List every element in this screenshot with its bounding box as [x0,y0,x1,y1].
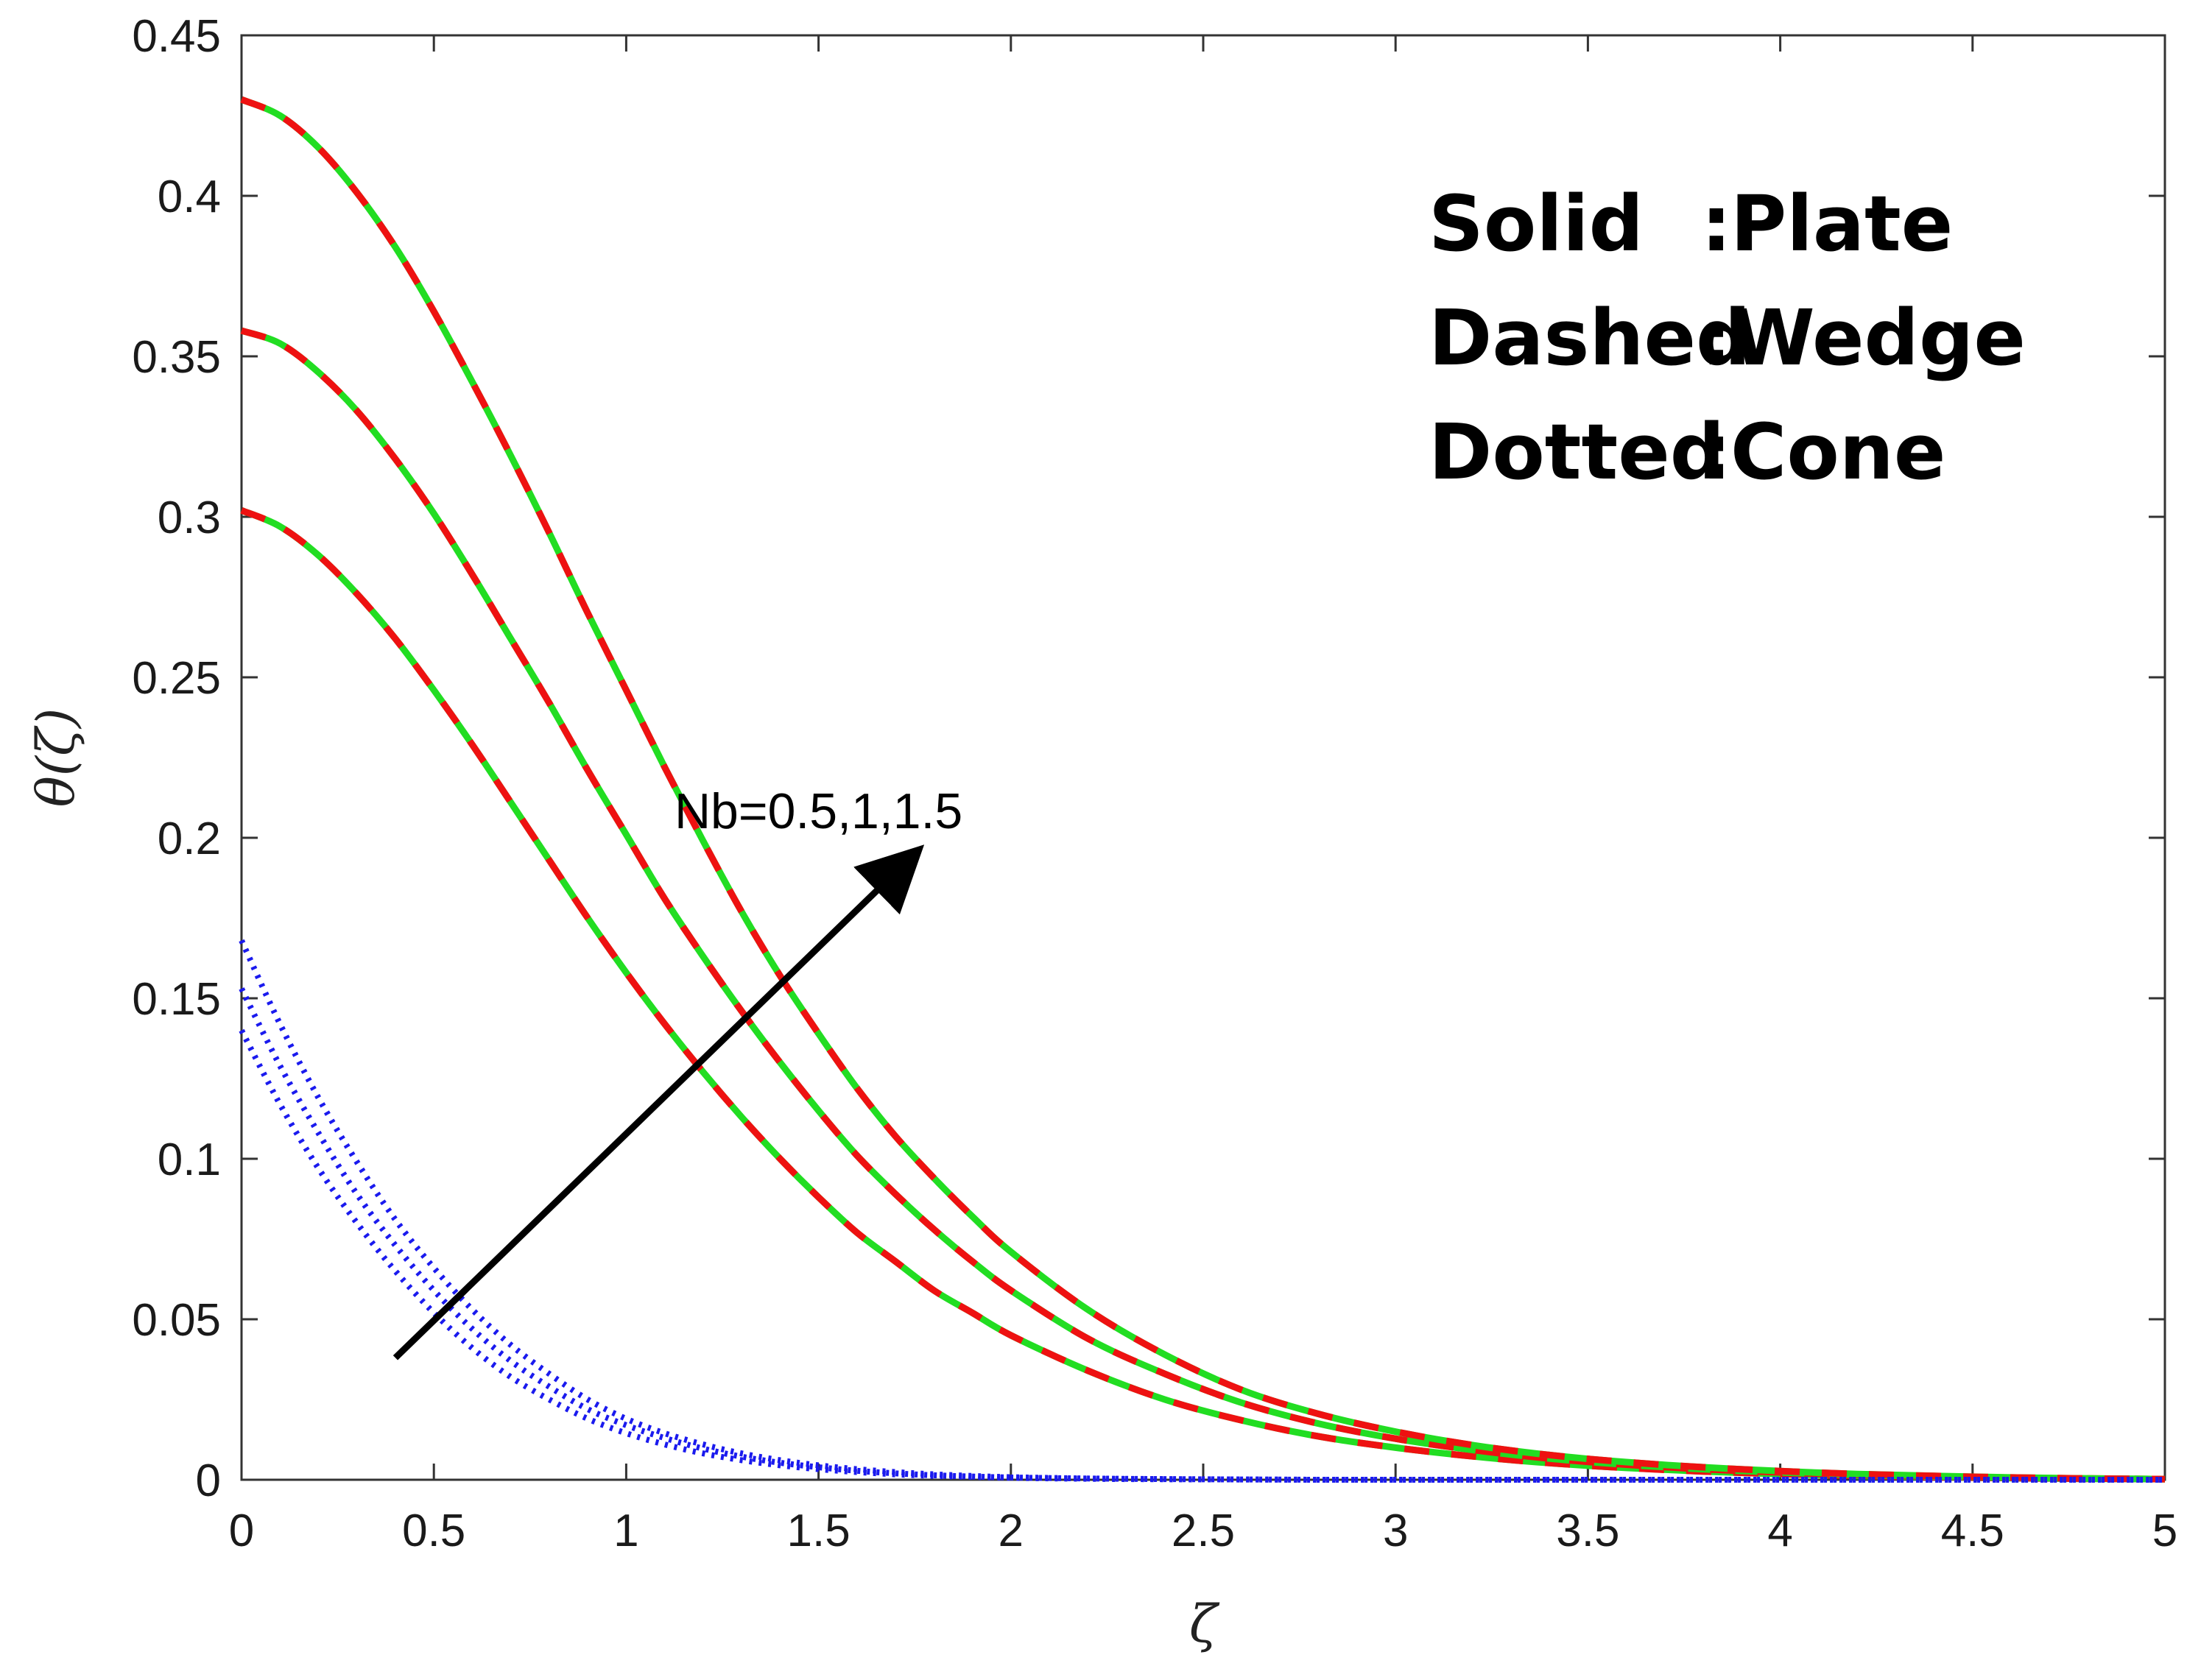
legend-separator: : [1701,179,1732,269]
y-tick-label: 0.1 [158,1134,221,1185]
ticks: 0 0.5 1 1.5 2 2.5 3 3.5 4 4.5 5 0 0.05 0.1 0.15 0.2 0.25… [132,11,2177,1556]
series-line-cone-3 [239,1028,2165,1483]
x-tick-label: 3.5 [1556,1506,1619,1556]
x-tick-label: 5 [2152,1506,2177,1556]
y-tick-label: 0.4 [158,172,221,222]
legend-style-label: Dashed [1429,293,1750,383]
annotation: Nb=0.5,1,1.5 [392,783,962,1360]
y-tick-label: 0.2 [158,813,221,864]
legend-shape-label: Cone [1730,407,1945,497]
plot-frame [240,34,2166,1481]
y-axis-label: θ(ζ) [26,708,86,808]
y-tick-label: 0.05 [132,1295,221,1346]
curves [239,96,2166,1483]
series-line-wedge-1 [240,327,2166,1483]
series-line-cone-4 [239,987,2165,1483]
x-tick-label: 2 [999,1506,1024,1556]
x-axis-label: ζ [1189,1594,1220,1654]
y-tick-label: 0.25 [132,653,221,704]
legend-style-label: Solid [1429,179,1644,269]
x-tick-label: 0.5 [402,1506,465,1556]
legend-separator: : [1701,293,1732,383]
y-tick-label: 0.3 [158,493,221,543]
legend-style-label: Dotted [1429,407,1725,497]
annotation-arrow [392,844,925,1360]
y-tick-label: 0 [196,1455,221,1506]
x-tick-label: 1.5 [786,1506,850,1556]
x-tick-label: 1 [613,1506,638,1556]
y-tick-label: 0.15 [132,974,221,1025]
annotation-label: Nb=0.5,1,1.5 [675,783,962,839]
legend-shape-label: Wedge [1730,293,2026,383]
x-tick-label: 4 [1767,1506,1792,1556]
x-tick-label: 3 [1383,1506,1408,1556]
x-tick-label: 0 [229,1506,254,1556]
y-tick-label: 0.35 [132,332,221,383]
series-line-wedge-2 [240,96,2166,1483]
x-tick-label: 2.5 [1172,1506,1235,1556]
y-tick-label: 0.45 [132,11,221,62]
x-tick-label: 4.5 [1941,1506,2004,1556]
legend-shape-label: Plate [1730,179,1953,269]
legend-separator: : [1701,407,1732,497]
series-line-cone-5 [239,939,2165,1483]
